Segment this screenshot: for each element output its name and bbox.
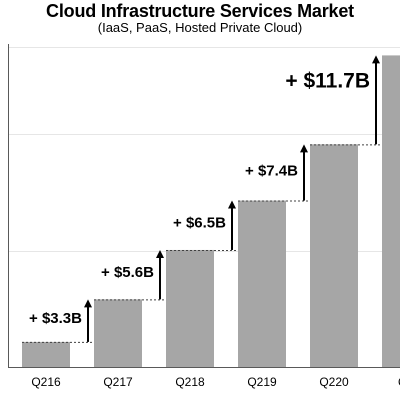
increase-arrow-head: [84, 299, 92, 308]
x-tick-label: Q2: [398, 375, 400, 389]
increment-label: + $11.7B: [285, 69, 370, 92]
increase-arrow-head: [156, 249, 164, 258]
increment-label: + $3.3B: [29, 310, 82, 327]
increment-label: + $6.5B: [173, 215, 226, 232]
increase-arrow-head: [300, 144, 308, 153]
bar: [310, 144, 358, 367]
chart-subtitle: (IaaS, PaaS, Hosted Private Cloud): [97, 20, 303, 35]
bar: [166, 249, 214, 367]
increment-label: + $7.4B: [245, 162, 298, 179]
chart-title: Cloud Infrastructure Services Market: [46, 1, 354, 21]
increase-arrow-head: [372, 55, 380, 64]
bar: [94, 299, 142, 367]
x-tick-label: Q218: [175, 375, 205, 389]
x-tick-label: Q217: [103, 375, 133, 389]
increment-label: + $5.6B: [101, 264, 154, 281]
bar: [382, 55, 400, 368]
bar: [22, 341, 70, 367]
x-tick-label: Q216: [31, 375, 61, 389]
bar: [238, 200, 286, 367]
increase-arrow-head: [228, 200, 236, 209]
x-tick-label: Q219: [247, 375, 277, 389]
x-tick-label: Q220: [319, 375, 349, 389]
